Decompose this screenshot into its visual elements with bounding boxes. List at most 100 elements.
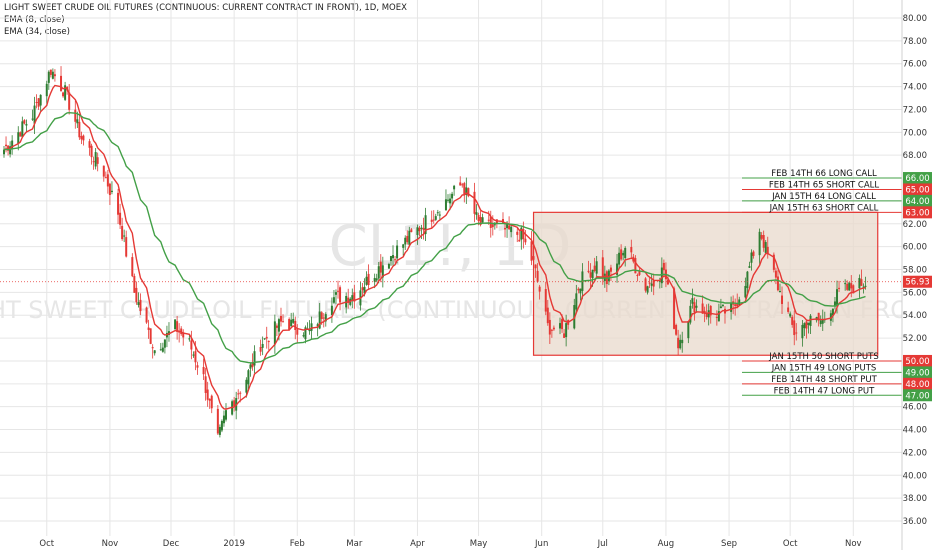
candle-body — [766, 246, 769, 254]
candle-body — [561, 319, 564, 330]
candle-body — [60, 75, 63, 91]
last-price-tag — [903, 275, 932, 288]
candle-body — [174, 319, 177, 330]
candle-body — [638, 271, 641, 275]
candle-body — [677, 337, 680, 349]
candle-body — [652, 280, 655, 287]
candle-body — [734, 304, 737, 307]
option-price-label: 64.00 — [905, 197, 929, 207]
option-level-label: JAN 15TH 64 LONG CALL — [771, 192, 876, 202]
candle-body — [96, 157, 99, 164]
candle-body — [19, 132, 22, 137]
candle-body — [88, 141, 91, 148]
option-price-tag — [903, 183, 932, 196]
candle-body — [524, 238, 527, 243]
candle-body — [465, 187, 468, 195]
candle-body — [552, 327, 555, 330]
candle-body — [475, 212, 478, 215]
candle-body — [389, 256, 392, 261]
candle-body — [516, 231, 519, 235]
candle-body — [51, 71, 54, 79]
candle-body — [49, 69, 52, 75]
candle-body — [538, 286, 541, 292]
candle-body — [302, 335, 305, 337]
candle-body — [430, 219, 433, 222]
candle-body — [508, 225, 511, 230]
candle-body — [308, 329, 311, 332]
candle-body — [789, 313, 792, 317]
candle-body — [218, 427, 221, 435]
candle-body — [829, 313, 832, 321]
option-level-label: JAN 15TH 49 LONG PUTS — [771, 363, 877, 373]
candle-body — [310, 323, 313, 331]
candle-body — [758, 231, 761, 256]
candle-body — [194, 351, 197, 363]
candle-body — [267, 340, 270, 343]
candle-body — [33, 105, 36, 124]
x-tick-label: Dec — [163, 539, 180, 549]
range-box-rect — [532, 211, 879, 356]
candle-body — [316, 324, 319, 327]
candle-body — [39, 94, 42, 106]
candle-body — [721, 304, 724, 306]
y-tick-label: 52.00 — [903, 334, 927, 344]
candle-body — [392, 255, 395, 259]
candle-body — [351, 295, 354, 301]
candle-body — [836, 289, 839, 307]
candle-body — [353, 292, 356, 302]
candle-body — [410, 229, 413, 233]
candle-body — [5, 144, 8, 147]
option-price-label: 48.00 — [905, 380, 929, 390]
candle-body — [434, 216, 437, 220]
candle-body — [791, 316, 794, 325]
candle-body — [575, 293, 578, 310]
x-tick-label: Nov — [845, 539, 862, 549]
candle-body — [292, 318, 295, 323]
candle-body — [259, 347, 262, 352]
x-tick-label: Mar — [346, 539, 363, 549]
candle-body — [660, 267, 663, 284]
candle-body — [695, 305, 698, 308]
candle-body — [778, 290, 781, 292]
candle-body — [675, 324, 678, 335]
candle-body — [92, 161, 95, 163]
last-price-label: 56.93 — [905, 278, 929, 288]
candle-body — [94, 152, 97, 167]
x-tick-label: Sep — [721, 539, 737, 549]
candle-body — [831, 308, 834, 316]
y-tick-label: 36.00 — [903, 517, 927, 527]
ema-lines — [3, 84, 866, 410]
candle-body — [719, 306, 722, 309]
candle-body — [387, 263, 390, 269]
candle-body — [762, 235, 765, 248]
candle-body — [11, 140, 14, 149]
y-tick-label: 46.00 — [903, 403, 927, 413]
candle-body — [367, 273, 370, 286]
candle-body — [282, 321, 285, 323]
candle-body — [222, 415, 225, 424]
candle-body — [760, 234, 763, 239]
candle-body — [151, 347, 154, 349]
candle-body — [624, 247, 627, 258]
candle-body — [64, 85, 67, 100]
range-box — [532, 211, 879, 356]
candle-body — [662, 262, 665, 271]
candle-body — [862, 286, 865, 288]
candle-body — [559, 323, 562, 329]
candle-body — [102, 165, 105, 177]
candle-body — [25, 123, 28, 126]
candle-body — [176, 321, 179, 332]
y-tick-label: 62.00 — [903, 220, 927, 230]
y-tick-label: 76.00 — [903, 60, 927, 70]
y-tick-label: 42.00 — [903, 448, 927, 458]
candle-body — [838, 287, 841, 289]
candle-body — [746, 271, 749, 289]
candle-body — [666, 279, 669, 285]
candle-body — [520, 227, 523, 240]
candle-body — [35, 102, 38, 104]
candle-body — [864, 285, 867, 287]
option-price-tag — [903, 366, 932, 379]
candle-body — [736, 303, 739, 307]
